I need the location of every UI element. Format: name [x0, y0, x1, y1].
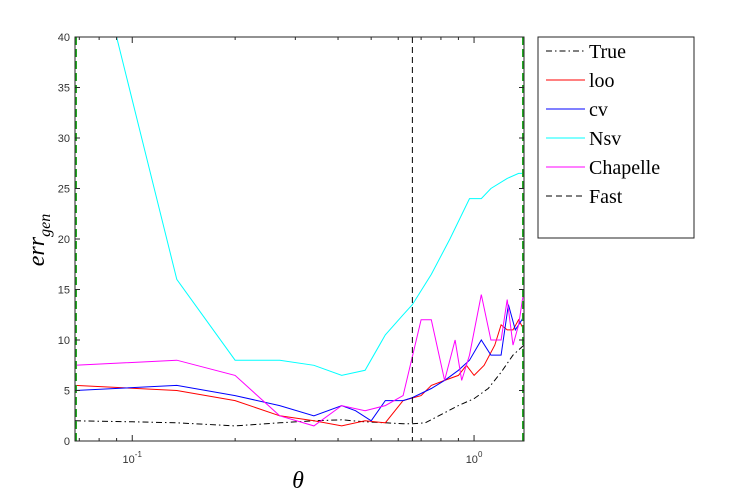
y-tick-label: 35 [58, 83, 70, 95]
y-tick-label: 0 [64, 436, 70, 448]
y-tick-label: 20 [58, 234, 70, 246]
y-axis-ticks: 0 5 10 15 20 25 30 35 40 [58, 32, 524, 448]
x-tick-label: 100 [466, 450, 483, 466]
series-line-cv [75, 304, 524, 422]
series-line-loo [75, 318, 524, 427]
legend-label-loo: loo [589, 70, 615, 92]
y-axis-label-base: err [24, 236, 50, 266]
x-axis-label: θ [292, 468, 304, 494]
legend-label-chapelle: Chapelle [589, 157, 660, 179]
x-axis-ticks: 10-1 100 [78, 37, 483, 466]
series-line-true [75, 344, 524, 427]
plot-area [75, 37, 524, 441]
y-axis-label-subscript: gen [37, 214, 54, 237]
y-tick-label: 10 [58, 335, 70, 347]
legend: True loo cv Nsv Chapelle Fast [537, 36, 695, 239]
y-tick-label: 5 [64, 386, 70, 398]
y-axis-label: errgen [24, 214, 54, 266]
y-tick-label: 25 [58, 184, 70, 196]
y-tick-label: 30 [58, 133, 70, 145]
series-line-chapelle [75, 289, 524, 427]
legend-label-fast: Fast [589, 186, 623, 208]
y-tick-label: 15 [58, 285, 70, 297]
series-layer [75, 37, 524, 427]
legend-label-nsv: Nsv [589, 128, 621, 150]
legend-items: True loo cv Nsv Chapelle Fast [546, 41, 660, 208]
series-line-nsv [116, 37, 524, 376]
legend-label-true: True [589, 41, 626, 63]
legend-label-cv: cv [589, 99, 608, 121]
x-tick-label: 10-1 [123, 450, 143, 466]
y-tick-label: 40 [58, 32, 70, 44]
